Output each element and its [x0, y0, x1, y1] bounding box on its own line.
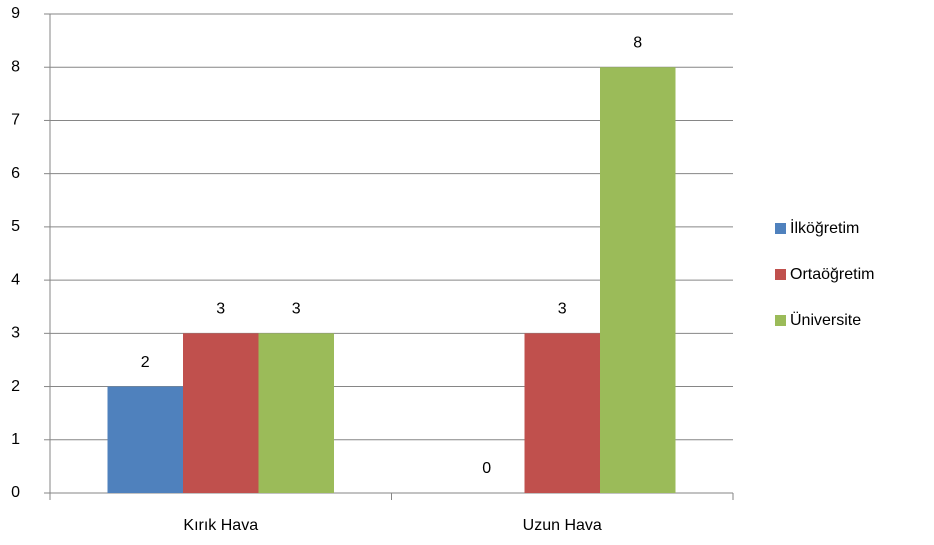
bar [183, 333, 259, 493]
data-label: 3 [292, 301, 301, 318]
y-tick-label: 9 [11, 5, 20, 22]
bar [258, 333, 334, 493]
x-tick-label: Uzun Hava [523, 517, 602, 534]
bar [600, 67, 676, 493]
x-tick-label: Kırık Hava [183, 517, 258, 534]
data-label: 3 [558, 301, 567, 318]
data-label: 2 [141, 354, 150, 371]
y-tick-label: 4 [11, 271, 20, 288]
bar [524, 333, 600, 493]
y-tick-label: 8 [11, 58, 20, 75]
y-tick-label: 2 [11, 378, 20, 395]
legend-swatch [775, 269, 786, 280]
y-tick-label: 3 [11, 325, 20, 342]
legend-swatch [775, 223, 786, 234]
y-tick-label: 5 [11, 218, 20, 235]
legend-label: Ortaöğretim [790, 266, 874, 283]
data-label: 0 [482, 460, 491, 477]
legend-label: İlköğretim [790, 218, 859, 237]
legend-label: Üniversite [790, 311, 861, 329]
data-label: 8 [633, 34, 642, 51]
data-label: 3 [216, 301, 225, 318]
y-tick-label: 6 [11, 165, 20, 182]
y-tick-label: 1 [11, 431, 20, 448]
y-tick-label: 7 [11, 112, 20, 129]
legend-swatch [775, 315, 786, 326]
bar [107, 386, 183, 493]
y-tick-label: 0 [11, 484, 20, 501]
